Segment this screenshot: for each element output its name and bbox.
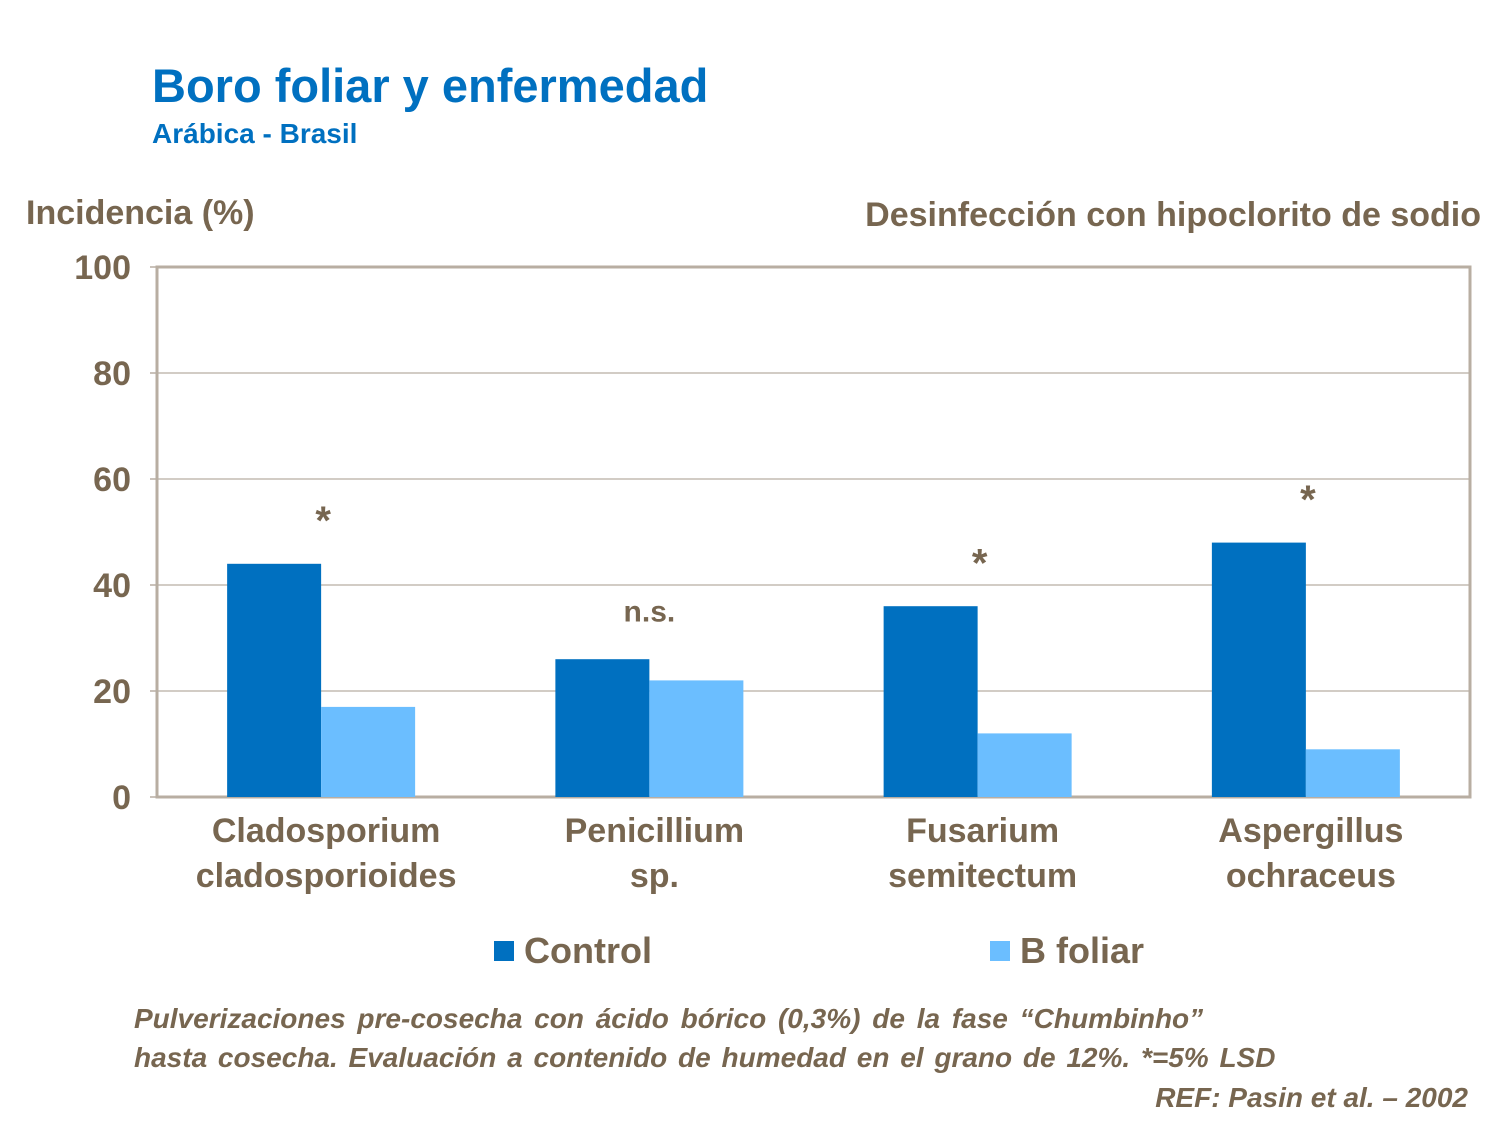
chart-subtitle: Arábica - Brasil [152,118,358,149]
bar-control [883,606,978,797]
significance-annotation: n.s. [624,596,676,629]
plot-area-border [155,265,1472,799]
y-tick-label: 80 [93,355,131,393]
significance-annotation: * [315,499,331,543]
bar-control [555,659,650,797]
x-tick-label: Penicillium [565,812,745,850]
legend-swatch-control [494,941,514,961]
bar-b-foliar [321,706,416,797]
legend-item-b-foliar: B foliar [990,930,1144,972]
bar-b-foliar [649,680,744,797]
x-tick-label: Aspergillus [1218,812,1403,850]
significance-annotation: * [972,542,988,586]
chart-note: Desinfección con hipoclorito de sodio [865,196,1481,234]
x-tick-label: Fusarium [906,812,1059,850]
x-tick-label: cladosporioides [196,857,457,895]
bar-control [1211,542,1306,797]
y-tick-label: 100 [74,249,131,287]
legend-label-b-foliar: B foliar [1020,930,1145,971]
x-tick-label: ochraceus [1226,857,1396,895]
footnote-line-1: Pulverizaciones pre-cosecha con ácido bó… [134,1003,1204,1034]
bar-b-foliar [977,733,1072,797]
x-tick-label: semitectum [888,857,1077,895]
significance-annotation: * [1300,478,1316,522]
legend-label-control: Control [524,930,652,971]
footnote-reference: REF: Pasin et al. – 2002 [1155,1082,1468,1113]
bar-control [227,563,322,797]
footnote-line-2: hasta cosecha. Evaluación a contenido de… [134,1042,1276,1073]
y-tick-label: 0 [112,779,131,817]
y-tick-label: 60 [93,461,131,499]
legend-swatch-b-foliar [990,941,1010,961]
y-tick-label: 40 [93,567,131,605]
chart-title: Boro foliar y enfermedad [152,59,709,112]
x-tick-label: Cladosporium [212,812,441,850]
bar-b-foliar [1305,749,1400,797]
legend-item-control: Control [494,930,652,972]
x-tick-label: sp. [630,857,679,895]
y-axis-label: Incidencia (%) [26,194,255,232]
y-tick-label: 20 [93,673,131,711]
